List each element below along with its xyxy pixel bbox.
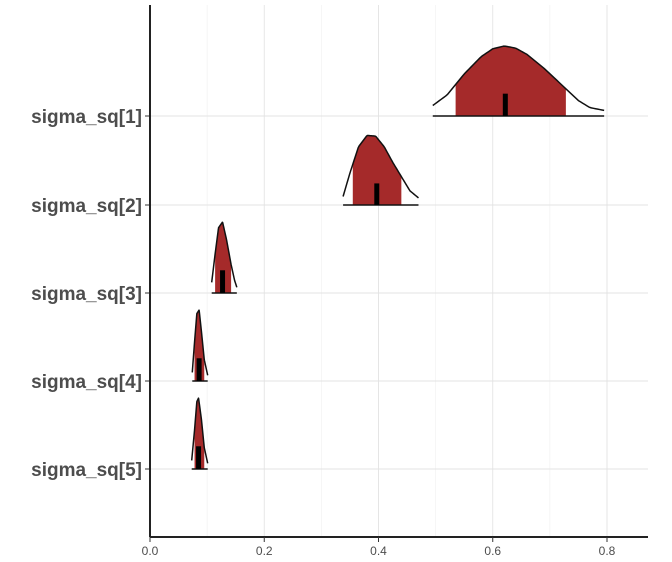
ridge-median-5 <box>196 446 202 469</box>
ridge-median-3 <box>220 270 226 293</box>
y-tick-label-5: sigma_sq[5] <box>31 460 142 481</box>
ridge-density-line-1 <box>432 45 605 112</box>
y-tick-label-3: sigma_sq[3] <box>31 284 142 305</box>
ridge-fill-3 <box>215 222 232 293</box>
ridge-fill-2 <box>352 135 402 205</box>
y-tick-label-2: sigma_sq[2] <box>31 196 142 217</box>
y-tick-label-1: sigma_sq[1] <box>31 107 142 128</box>
x-tick-label-4: 0.8 <box>599 544 616 558</box>
ridge-density-line-4 <box>191 309 209 376</box>
ridge-median-2 <box>374 183 380 205</box>
axes <box>145 5 648 542</box>
ridge-median-1 <box>502 93 508 116</box>
x-tick-label-1: 0.2 <box>256 544 273 558</box>
labels: sigma_sq[1] sigma_sq[2] sigma_sq[3] sigma_s… <box>31 107 616 558</box>
x-tick-label-2: 0.4 <box>370 544 387 558</box>
ridge-density-line-3 <box>210 221 238 288</box>
y-tick-label-4: sigma_sq[4] <box>31 372 142 393</box>
ridge-median-4 <box>196 358 202 381</box>
x-tick-label-3: 0.6 <box>484 544 501 558</box>
ridge-fill-1 <box>455 46 566 116</box>
x-tick-label-0: 0.0 <box>142 544 159 558</box>
ridge-density-line-2 <box>342 134 419 199</box>
ridge-density-line-5 <box>190 397 209 464</box>
ridges <box>190 45 605 470</box>
